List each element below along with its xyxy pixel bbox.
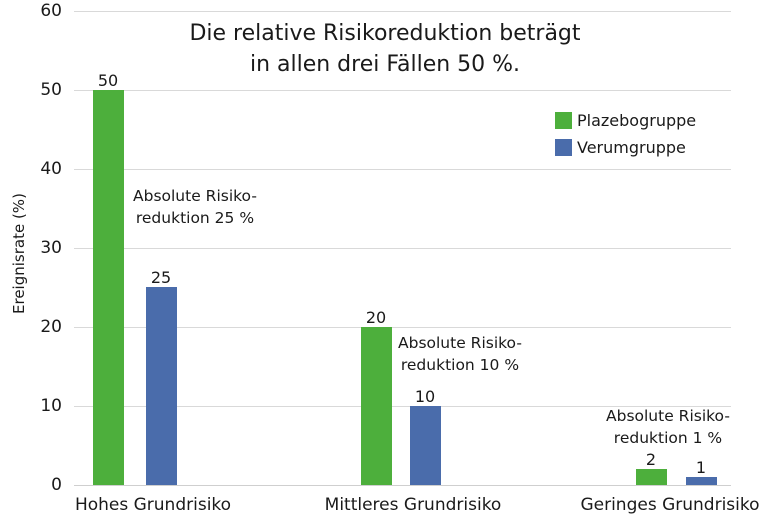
- annotation-hohes-line-2: reduktion 25 %: [135, 209, 255, 227]
- bar-plazebo-mittleres: [361, 327, 392, 485]
- x-axis-baseline: [74, 485, 731, 486]
- x-category-geringes: Geringes Grundrisiko: [580, 495, 760, 515]
- y-tick-40: 40: [40, 159, 62, 179]
- y-tick-30: 30: [40, 238, 62, 258]
- gridline-20: [74, 327, 731, 328]
- legend-item-verum: Verumgruppe: [555, 138, 686, 157]
- bar-plazebo-hohes: [93, 90, 124, 485]
- annotation-geringes-line-1: Absolute Risiko-: [606, 407, 730, 425]
- y-tick-50: 50: [40, 80, 62, 100]
- chart-title-line-1: Die relative Risikoreduktion beträgt: [189, 21, 581, 46]
- gridline-30: [74, 248, 731, 249]
- value-label-plazebo-mittleres: 20: [365, 308, 387, 327]
- legend-label-verum: Verumgruppe: [577, 138, 686, 157]
- bar-verum-geringes: [686, 477, 717, 485]
- annotation-mittleres: Absolute Risiko- reduktion 10 %: [398, 332, 522, 376]
- legend-label-plazebo: Plazebogruppe: [577, 111, 697, 130]
- y-tick-0: 0: [51, 475, 62, 495]
- chart-title-line-2: in allen drei Fällen 50 %.: [249, 52, 521, 77]
- value-label-verum-mittleres: 10: [414, 387, 436, 406]
- annotation-hohes-line-1: Absolute Risiko-: [133, 187, 257, 205]
- annotation-geringes: Absolute Risiko- reduktion 1 %: [606, 405, 730, 449]
- y-axis-label: Ereignisrate (%): [10, 193, 28, 314]
- bar-verum-mittleres: [410, 406, 441, 485]
- y-tick-10: 10: [40, 396, 62, 416]
- x-category-mittleres: Mittleres Grundrisiko: [324, 495, 502, 515]
- gridline-40: [74, 169, 731, 170]
- value-label-plazebo-hohes: 50: [97, 71, 119, 90]
- legend-item-plazebo: Plazebogruppe: [555, 111, 696, 130]
- value-label-verum-hohes: 25: [150, 268, 172, 287]
- annotation-mittleres-line-1: Absolute Risiko-: [398, 334, 522, 352]
- annotation-hohes: Absolute Risiko- reduktion 25 %: [133, 185, 257, 229]
- gridline-60: [74, 11, 731, 12]
- bar-plazebo-geringes: [636, 469, 667, 485]
- value-label-plazebo-geringes: 2: [645, 450, 657, 469]
- gridline-50: [74, 90, 731, 91]
- x-category-hohes: Hohes Grundrisiko: [74, 495, 232, 515]
- value-label-verum-geringes: 1: [695, 458, 707, 477]
- legend-swatch-verum: [555, 139, 572, 156]
- annotation-mittleres-line-2: reduktion 10 %: [400, 356, 520, 374]
- y-tick-60: 60: [40, 1, 62, 21]
- y-tick-20: 20: [40, 317, 62, 337]
- chart-title: Die relative Risikoreduktion beträgt in …: [150, 18, 620, 80]
- annotation-geringes-line-2: reduktion 1 %: [613, 429, 723, 447]
- gridline-10: [74, 406, 731, 407]
- bar-verum-hohes: [146, 287, 177, 485]
- legend-swatch-plazebo: [555, 112, 572, 129]
